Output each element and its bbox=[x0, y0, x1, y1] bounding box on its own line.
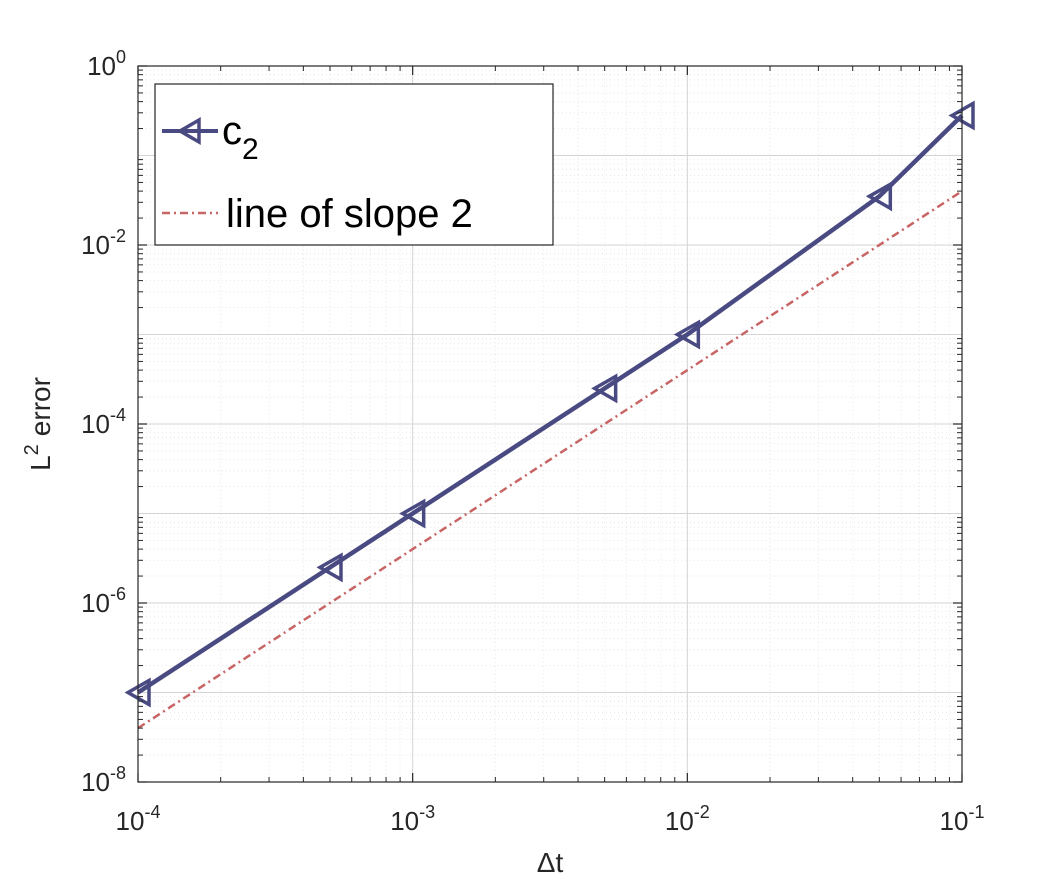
y-tick-label-exponent: -4 bbox=[110, 405, 126, 425]
y-axis-title-main: L bbox=[25, 455, 56, 471]
series-line-1 bbox=[137, 190, 963, 730]
series-marker-0 bbox=[591, 373, 618, 404]
y-tick-label: 10-6 bbox=[81, 584, 126, 618]
y-axis-title-exponent: 2 bbox=[21, 444, 43, 455]
y-tick-label: 100 bbox=[87, 47, 126, 81]
y-tick-label-base: 10 bbox=[81, 230, 110, 260]
x-tick-label: 10-4 bbox=[116, 802, 161, 836]
series-marker-0 bbox=[673, 319, 701, 350]
y-tick-label-exponent: -2 bbox=[110, 226, 126, 246]
legend-label-c2-sub: 2 bbox=[242, 133, 259, 166]
y-tick-label-exponent: -8 bbox=[110, 763, 126, 783]
x-tick-label-base: 10 bbox=[390, 806, 419, 836]
y-tick-label: 10-4 bbox=[81, 405, 126, 439]
x-tick-label: 10-3 bbox=[390, 802, 435, 836]
y-tick-label-base: 10 bbox=[81, 767, 110, 797]
x-tick-label-base: 10 bbox=[116, 806, 145, 836]
y-axis-title-rest: error bbox=[25, 377, 56, 436]
series-line-0 bbox=[136, 113, 964, 695]
x-tick-label-exponent: -4 bbox=[144, 802, 160, 822]
x-tick-label-base: 10 bbox=[665, 806, 694, 836]
series-marker-0 bbox=[865, 181, 893, 212]
x-tick-label: 10-2 bbox=[665, 802, 710, 836]
series-marker-0 bbox=[399, 498, 426, 529]
legend-label-c2: c2 bbox=[222, 109, 259, 166]
svg-text:L2error: L2 error bbox=[21, 377, 56, 471]
series-layer bbox=[124, 100, 975, 730]
x-tick-label: 10-1 bbox=[940, 802, 985, 836]
x-tick-label-exponent: -1 bbox=[968, 802, 984, 822]
legend: c2 line of slope 2 bbox=[154, 83, 554, 246]
legend-label-c2-main: c bbox=[222, 109, 242, 153]
x-tick-label-exponent: -3 bbox=[419, 802, 435, 822]
legend-marker-c2 bbox=[176, 116, 201, 146]
legend-entry-slope-line: line of slope 2 bbox=[162, 192, 473, 236]
series-marker-0 bbox=[316, 552, 343, 583]
x-tick-label-exponent: -2 bbox=[694, 802, 710, 822]
y-axis-title: L2 error bbox=[21, 377, 56, 471]
y-tick-label-exponent: 0 bbox=[116, 47, 126, 67]
x-tick-labels: 10-4 10-3 10-2 10-1 bbox=[116, 802, 985, 836]
x-axis-title: Δt bbox=[537, 847, 564, 878]
y-tick-label-base: 10 bbox=[81, 588, 110, 618]
y-tick-label-exponent: -6 bbox=[110, 584, 126, 604]
legend-box bbox=[154, 83, 554, 246]
legend-entry-c2: c2 bbox=[162, 109, 259, 166]
x-tick-label-base: 10 bbox=[940, 806, 969, 836]
legend-label-slope: line of slope 2 bbox=[226, 192, 473, 236]
y-tick-label: 10-2 bbox=[81, 226, 126, 260]
y-tick-label-base: 10 bbox=[87, 51, 116, 81]
y-tick-label-base: 10 bbox=[81, 409, 110, 439]
y-tick-label: 10-8 bbox=[81, 763, 126, 797]
axis-ticks bbox=[137, 65, 963, 783]
